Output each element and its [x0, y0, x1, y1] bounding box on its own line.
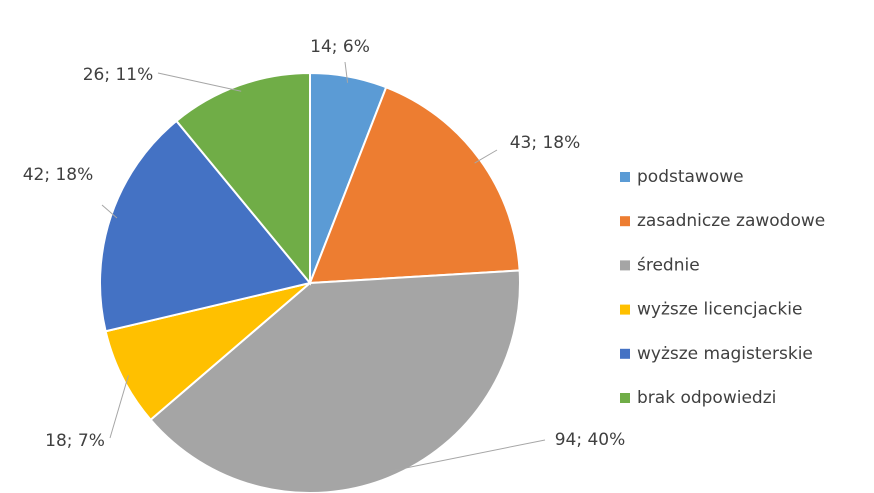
data-label: 18; 7%: [45, 431, 105, 451]
legend-swatch: [620, 304, 630, 315]
pie-slice: [308, 86, 521, 285]
legend-swatch: [620, 172, 630, 182]
pie-slice: [104, 282, 311, 422]
leader-line: [386, 439, 546, 473]
data-label: 26; 11%: [83, 65, 154, 85]
leader-line: [101, 204, 118, 219]
data-label: 14; 6%: [310, 37, 370, 57]
leader-line: [474, 149, 498, 164]
pie-slice: [99, 119, 312, 333]
legend-label: zasadnicze zawodowe: [637, 211, 825, 231]
legend-swatch: [620, 348, 630, 359]
pie-slice: [175, 71, 311, 286]
data-label: 42; 18%: [23, 165, 94, 185]
legend-swatch: [620, 216, 630, 227]
data-label: 43; 18%: [510, 133, 581, 153]
leader-line: [157, 72, 242, 92]
legend-label: średnie: [637, 255, 700, 275]
legend-swatch: [620, 260, 630, 271]
legend-label: podstawowe: [637, 167, 744, 187]
leader-line: [109, 375, 129, 439]
legend-label: wyższe licencjackie: [637, 300, 802, 320]
leader-line: [344, 61, 349, 83]
pie-slice: [149, 269, 521, 493]
legend-swatch: [620, 393, 630, 403]
legend-label: wyższe magisterskie: [637, 344, 813, 364]
data-label: 94; 40%: [555, 430, 626, 450]
legend-label: brak odpowiedzi: [637, 388, 776, 408]
